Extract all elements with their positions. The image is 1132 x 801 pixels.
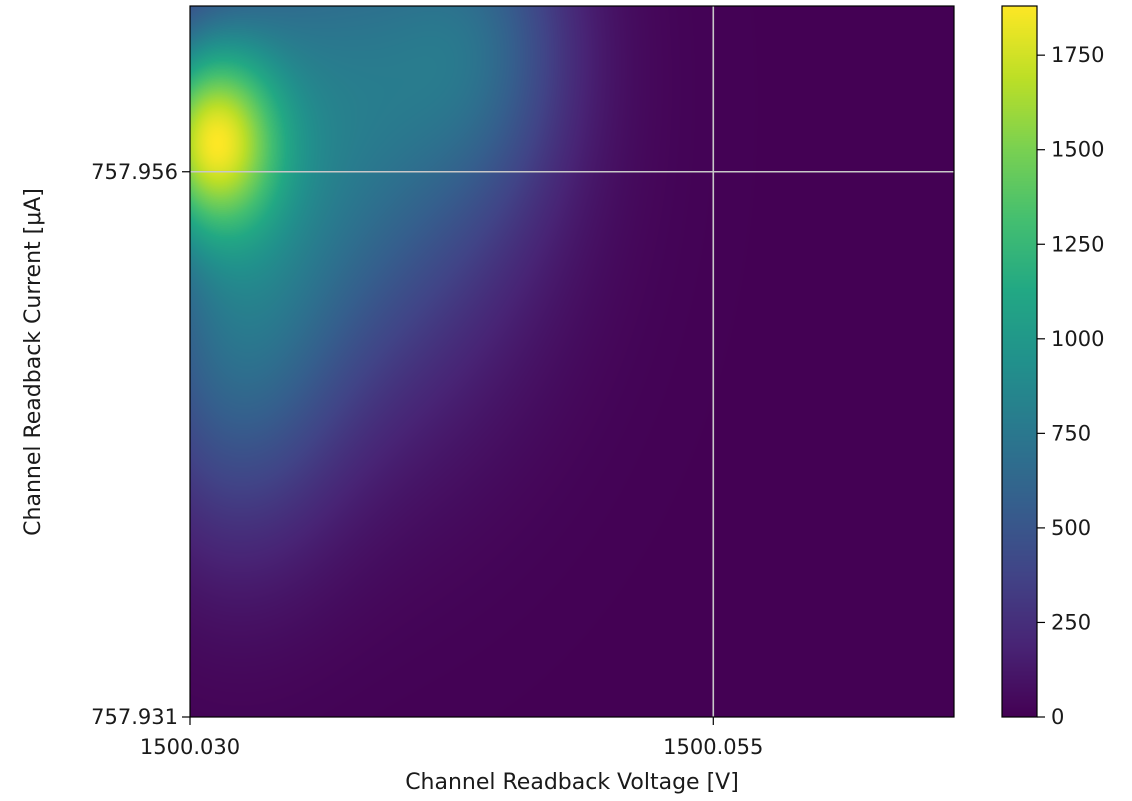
colorbar-gradient: [1002, 6, 1037, 717]
colorbar: 0 250 500 750 1000 1250 1500 1750: [1001, 5, 1104, 729]
x-axis: 1500.030 1500.055: [140, 717, 763, 759]
colorbar-tick-label: 1000: [1051, 327, 1104, 351]
colorbar-tick-label: 0: [1051, 705, 1064, 729]
y-tick-label: 757.931: [91, 705, 178, 729]
colorbar-tick-label: 1500: [1051, 138, 1104, 162]
heatmap-image: [190, 6, 954, 717]
x-tick-label: 1500.055: [663, 735, 763, 759]
x-tick-label: 1500.030: [140, 735, 240, 759]
plot-area: [189, 5, 955, 718]
y-tick-label: 757.956: [91, 160, 178, 184]
plot-frame: [189, 5, 955, 718]
y-axis-label: Channel Readback Current [μA]: [21, 188, 46, 536]
colorbar-tick-label: 250: [1051, 610, 1091, 634]
colorbar-axis: 0 250 500 750 1000 1250 1500 1750: [1037, 43, 1104, 729]
crosshair: [190, 6, 954, 717]
colorbar-tick-label: 750: [1051, 421, 1091, 445]
colorbar-tick-label: 1250: [1051, 232, 1104, 256]
x-axis-label: Channel Readback Voltage [V]: [405, 770, 739, 795]
colorbar-frame: [1001, 5, 1038, 718]
y-axis: 757.931 757.956: [91, 160, 190, 729]
colorbar-tick-label: 500: [1051, 516, 1091, 540]
colorbar-tick-label: 1750: [1051, 43, 1104, 67]
